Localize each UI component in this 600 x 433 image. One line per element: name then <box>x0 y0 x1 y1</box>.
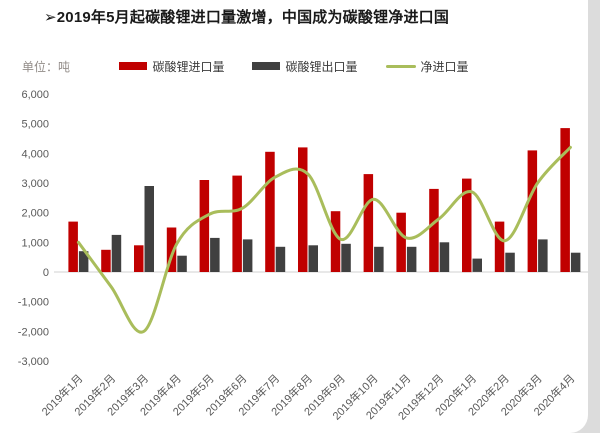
export-bar <box>308 245 318 272</box>
import-bar <box>68 221 78 272</box>
y-tick-label: 6,000 <box>21 89 49 101</box>
legend-item-0: 碳酸锂进口量 <box>119 58 224 75</box>
y-tick-label: 0 <box>43 267 49 279</box>
import-bar <box>396 212 406 272</box>
legend-swatch-bar <box>119 62 148 70</box>
import-bar <box>101 249 111 273</box>
export-bar <box>570 252 581 272</box>
export-bar <box>78 251 89 272</box>
chart-legend: 碳酸锂进口量 碳酸锂出口量 净进口量 <box>0 57 588 75</box>
export-bar <box>374 246 384 272</box>
import-bar <box>494 221 505 272</box>
legend-swatch-bar <box>252 62 281 70</box>
import-bar <box>166 227 177 272</box>
export-bar <box>406 246 417 272</box>
import-bar <box>429 188 439 272</box>
legend-swatch-line <box>385 64 416 68</box>
export-bar <box>439 242 450 272</box>
import-bar <box>527 150 538 272</box>
import-bar <box>560 128 570 272</box>
legend-label: 碳酸锂进口量 <box>152 59 225 74</box>
import-bar <box>134 245 144 272</box>
legend-label: 净进口量 <box>420 59 469 74</box>
export-bar <box>177 255 187 272</box>
y-tick-label: 3,000 <box>21 178 49 190</box>
y-tick-label: 5,000 <box>21 119 49 131</box>
legend-label: 碳酸锂出口量 <box>285 59 358 74</box>
import-bar <box>199 180 210 272</box>
page-title: ➢2019年5月起碳酸锂进口量激增，中国成为碳酸锂净进口国 <box>44 9 450 26</box>
export-bar <box>111 234 122 272</box>
export-bar <box>210 237 220 272</box>
import-bar <box>265 151 275 272</box>
y-tick-label: 2,000 <box>21 208 49 220</box>
export-bar <box>505 252 515 272</box>
import-bar <box>232 175 242 272</box>
export-bar <box>341 243 351 272</box>
import-bar <box>298 147 308 272</box>
legend-item-2: 净进口量 <box>385 58 469 75</box>
export-bar <box>144 186 154 272</box>
y-tick-label: 4,000 <box>21 148 49 160</box>
export-bar <box>538 239 548 272</box>
net-import-line <box>76 145 572 334</box>
export-bar <box>472 258 482 272</box>
y-tick-label: -2,000 <box>18 326 49 338</box>
legend-item-1: 碳酸锂出口量 <box>252 58 358 75</box>
unit-label: 单位：吨 <box>22 60 71 74</box>
import-bar <box>330 211 341 272</box>
y-tick-label: 1,000 <box>21 237 49 249</box>
import-bar <box>363 174 374 272</box>
export-bar <box>242 239 253 272</box>
y-tick-label: -1,000 <box>18 297 49 309</box>
import-bar <box>462 178 472 273</box>
y-tick-label: -3,000 <box>18 356 49 368</box>
export-bar <box>275 246 286 272</box>
